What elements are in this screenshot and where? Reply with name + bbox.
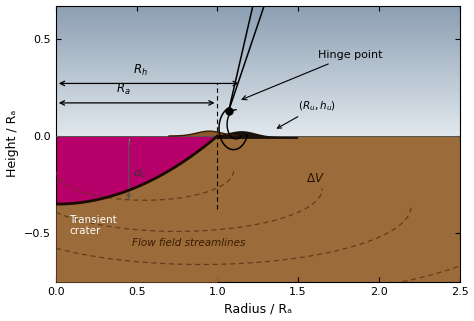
Text: Transient
crater: Transient crater	[69, 215, 117, 236]
Text: Hinge point: Hinge point	[242, 50, 382, 100]
Y-axis label: Height / Rₐ: Height / Rₐ	[6, 110, 18, 178]
X-axis label: Radius / Rₐ: Radius / Rₐ	[224, 302, 292, 316]
Text: $R_a$: $R_a$	[117, 82, 131, 97]
Text: $R_h$: $R_h$	[133, 63, 147, 78]
Text: $(R_u,h_u)$: $(R_u,h_u)$	[277, 99, 336, 128]
Text: $\Delta V$: $\Delta V$	[306, 172, 325, 185]
Text: Flow field streamlines: Flow field streamlines	[132, 238, 245, 248]
Text: $d_c$: $d_c$	[134, 167, 146, 180]
Polygon shape	[218, 131, 298, 139]
Polygon shape	[169, 131, 237, 136]
